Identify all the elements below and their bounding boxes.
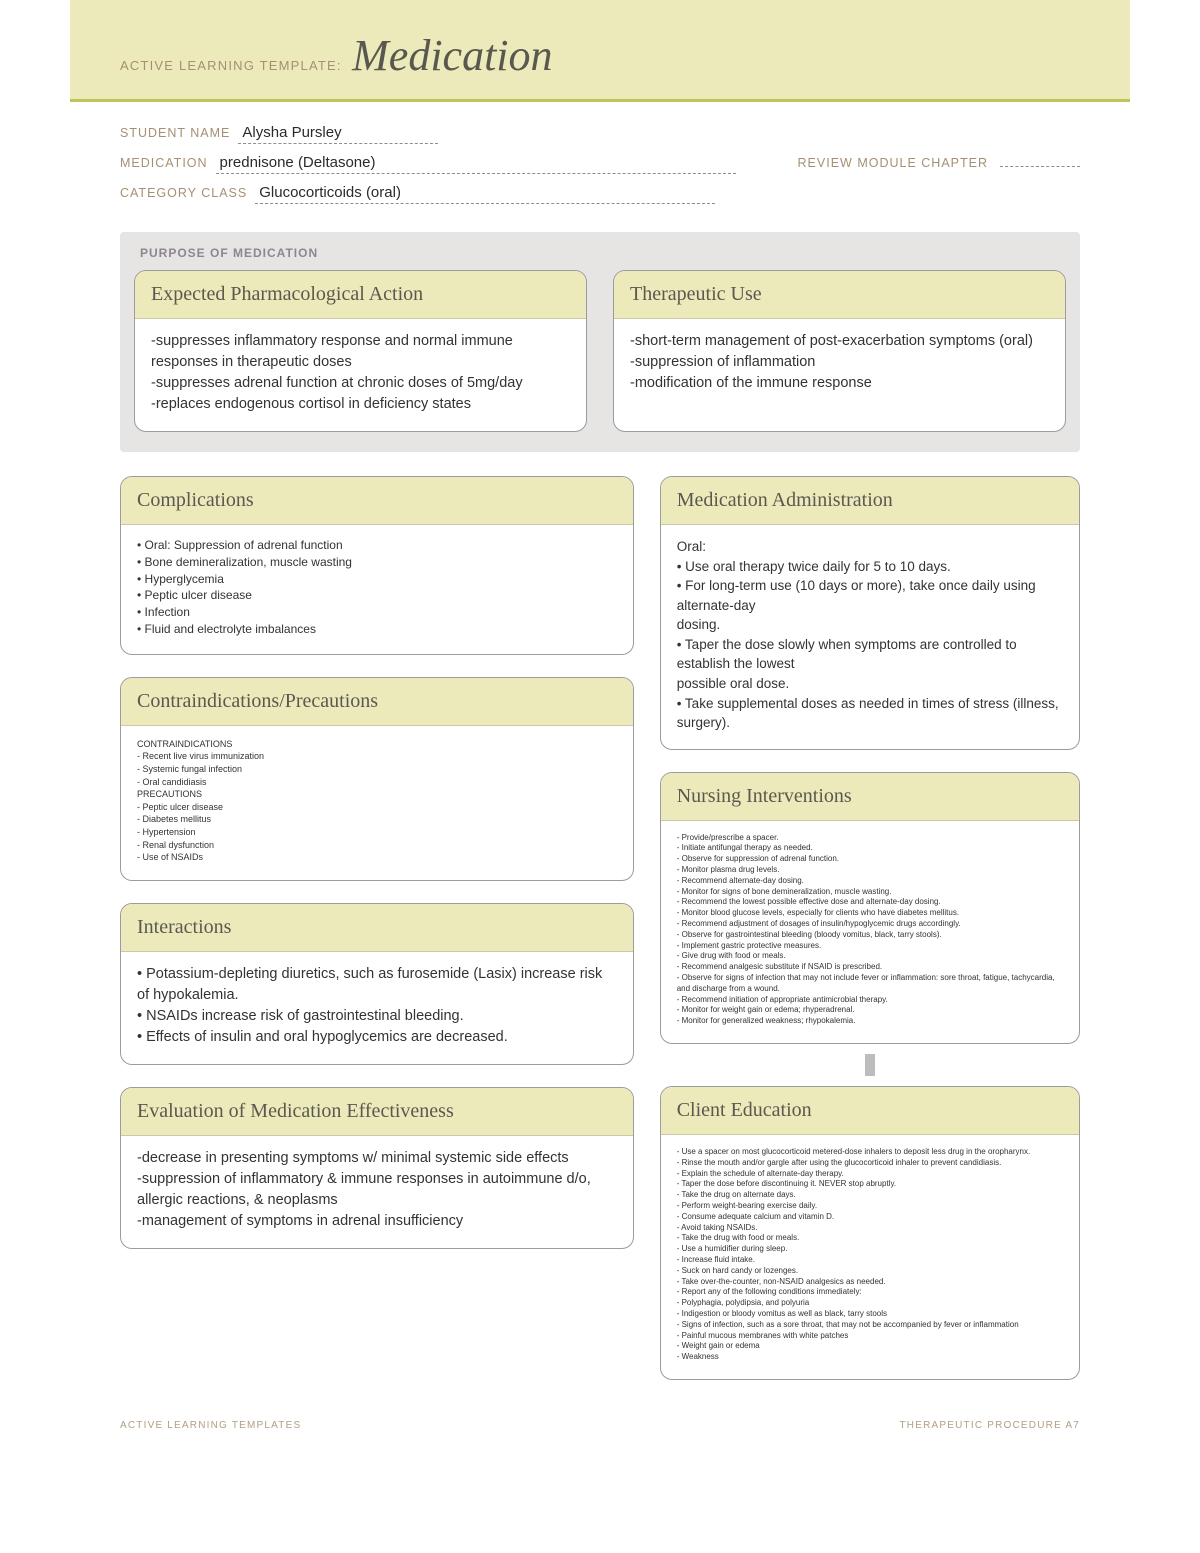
card-body-interactions: • Potassium-depleting diuretics, such as… [121,952,633,1064]
card-body-complications: • Oral: Suppression of adrenal function … [121,525,633,654]
purpose-section: PURPOSE OF MEDICATION Expected Pharmacol… [120,232,1080,452]
meta-row-category: CATEGORY CLASS Glucocorticoids (oral) [120,184,1080,204]
review-chapter-blank [1000,155,1080,167]
card-complications: Complications • Oral: Suppression of adr… [120,476,634,655]
meta-block: STUDENT NAME Alysha Pursley MEDICATION p… [70,102,1130,232]
card-body-eval: -decrease in presenting symptoms w/ mini… [121,1136,633,1248]
card-header-admin: Medication Administration [661,477,1079,525]
meta-row-medication: MEDICATION prednisone (Deltasone) REVIEW… [120,154,1080,174]
header-band: ACTIVE LEARNING TEMPLATE: Medication [70,0,1130,102]
card-header-pharm: Expected Pharmacological Action [135,271,586,319]
connector-bar [865,1054,875,1076]
category-class-label: CATEGORY CLASS [120,186,247,200]
card-header-education: Client Education [661,1087,1079,1135]
card-header-interactions: Interactions [121,904,633,952]
card-body-education: - Use a spacer on most glucocorticoid me… [661,1135,1079,1379]
card-body-pharm: -suppresses inflammatory response and no… [135,319,586,431]
header-label: ACTIVE LEARNING TEMPLATE: [120,58,342,73]
card-client-education: Client Education - Use a spacer on most … [660,1086,1080,1380]
medication-value: prednisone (Deltasone) [216,154,736,174]
card-header-eval: Evaluation of Medication Effectiveness [121,1088,633,1136]
page: ACTIVE LEARNING TEMPLATE: Medication STU… [70,0,1130,1461]
card-pharmacological-action: Expected Pharmacological Action -suppres… [134,270,587,432]
card-header-nursing: Nursing Interventions [661,773,1079,821]
lower-grid: Complications • Oral: Suppression of adr… [120,476,1080,1380]
card-contraindications: Contraindications/Precautions CONTRAINDI… [120,677,634,881]
card-body-contra: CONTRAINDICATIONS - Recent live virus im… [121,726,633,880]
left-column: Complications • Oral: Suppression of adr… [120,476,634,1380]
meta-row-student: STUDENT NAME Alysha Pursley [120,124,1080,144]
card-header-contra: Contraindications/Precautions [121,678,633,726]
card-header-complications: Complications [121,477,633,525]
footer: ACTIVE LEARNING TEMPLATES THERAPEUTIC PR… [70,1380,1130,1431]
student-name-label: STUDENT NAME [120,126,230,140]
review-chapter-label: REVIEW MODULE CHAPTER [798,156,988,170]
medication-label: MEDICATION [120,156,208,170]
card-header-use: Therapeutic Use [614,271,1065,319]
footer-right: THERAPEUTIC PROCEDURE A7 [900,1420,1081,1431]
header-title: Medication [352,30,552,81]
card-therapeutic-use: Therapeutic Use -short-term management o… [613,270,1066,432]
category-class-value: Glucocorticoids (oral) [255,184,715,204]
card-body-nursing: - Provide/prescribe a spacer. - Initiate… [661,821,1079,1043]
footer-left: ACTIVE LEARNING TEMPLATES [120,1420,301,1431]
purpose-section-label: PURPOSE OF MEDICATION [140,246,1066,260]
card-interactions: Interactions • Potassium-depleting diure… [120,903,634,1065]
card-body-admin: Oral: • Use oral therapy twice daily for… [661,525,1079,749]
card-nursing: Nursing Interventions - Provide/prescrib… [660,772,1080,1044]
card-administration: Medication Administration Oral: • Use or… [660,476,1080,750]
card-evaluation: Evaluation of Medication Effectiveness -… [120,1087,634,1249]
student-name-value: Alysha Pursley [238,124,438,144]
card-body-use: -short-term management of post-exacerbat… [614,319,1065,410]
right-column: Medication Administration Oral: • Use or… [660,476,1080,1380]
